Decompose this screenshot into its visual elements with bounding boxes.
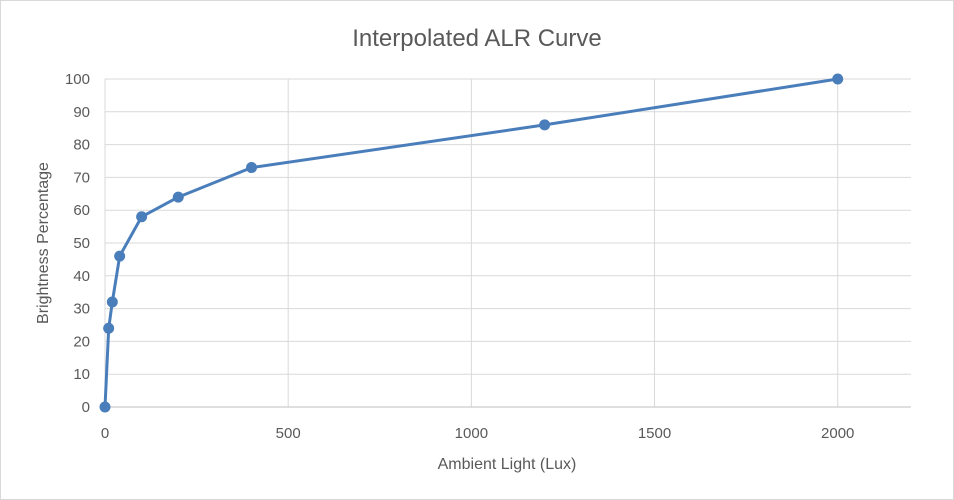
- x-tick-label: 0: [101, 425, 109, 442]
- gridlines: [104, 78, 911, 408]
- data-point[interactable]: [103, 322, 115, 334]
- y-tick-label: 30: [73, 301, 90, 318]
- x-axis-title: Ambient Light (Lux): [438, 456, 577, 473]
- y-tick-label: 80: [73, 137, 90, 154]
- x-tick-label: 1500: [638, 425, 671, 442]
- y-tick-label: 70: [73, 169, 90, 186]
- series-layer: [99, 73, 844, 413]
- x-tick-label: 1000: [455, 425, 488, 442]
- y-axis-title: Brightness Percentage: [35, 162, 52, 324]
- y-tick-label: 0: [82, 399, 90, 416]
- y-tick-label: 10: [73, 366, 90, 383]
- y-tick-label: 40: [73, 268, 90, 285]
- y-tick-label: 50: [73, 235, 90, 252]
- data-point[interactable]: [106, 296, 118, 308]
- y-tick-label: 100: [65, 71, 90, 88]
- x-tick-label: 500: [276, 425, 301, 442]
- chart-title: Interpolated ALR Curve: [352, 25, 601, 52]
- data-point[interactable]: [114, 250, 126, 262]
- data-point[interactable]: [246, 162, 258, 174]
- y-tick-label: 60: [73, 202, 90, 219]
- data-point[interactable]: [99, 401, 111, 413]
- data-point[interactable]: [539, 119, 551, 131]
- data-point[interactable]: [832, 73, 844, 85]
- y-tick-label: 90: [73, 104, 90, 121]
- x-axis-ticks: 0 500 1000 1500 2000: [101, 425, 855, 442]
- y-tick-label: 20: [73, 333, 90, 350]
- x-tick-label: 2000: [821, 425, 854, 442]
- data-point[interactable]: [136, 211, 148, 223]
- data-point[interactable]: [172, 191, 184, 203]
- y-axis-ticks: 0 10 20 30 40 50 60 70 80 90 100: [65, 71, 90, 416]
